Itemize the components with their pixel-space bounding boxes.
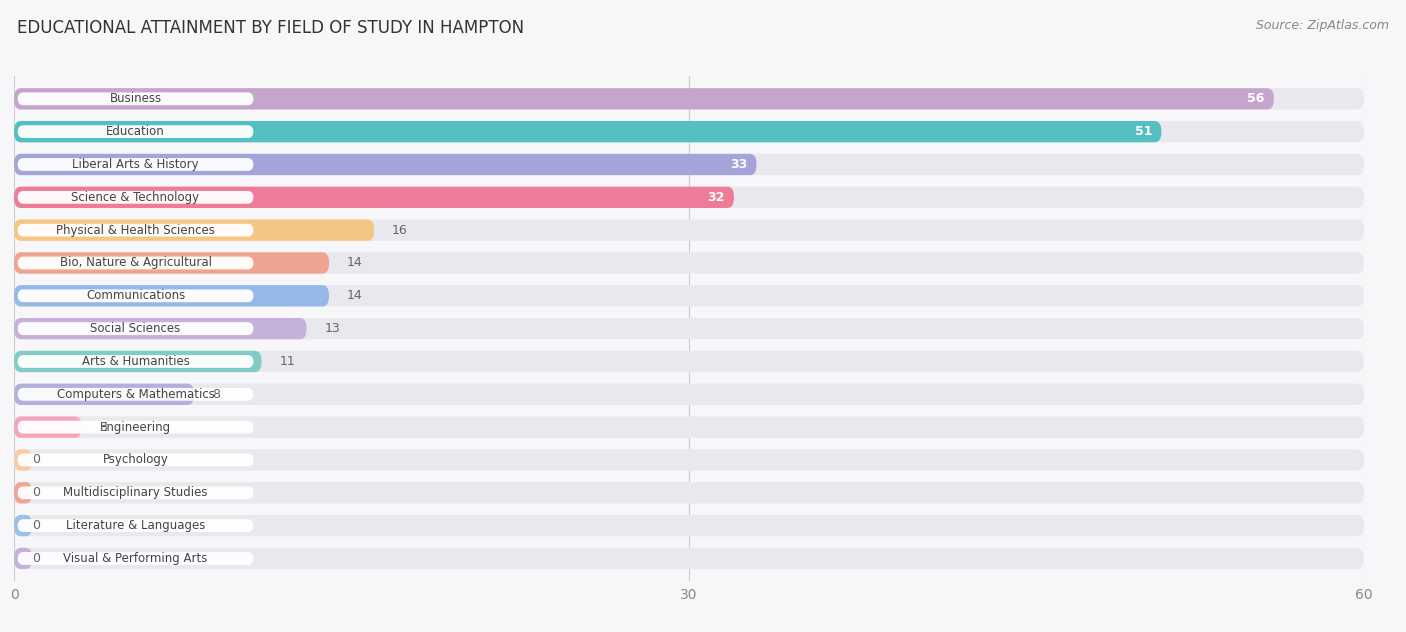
FancyBboxPatch shape [14,219,1364,241]
Text: 56: 56 [1247,92,1265,106]
FancyBboxPatch shape [14,121,1161,142]
Text: Psychology: Psychology [103,454,169,466]
Text: Multidisciplinary Studies: Multidisciplinary Studies [63,486,208,499]
FancyBboxPatch shape [14,252,1364,274]
Text: 14: 14 [347,257,363,269]
Text: Social Sciences: Social Sciences [90,322,180,335]
FancyBboxPatch shape [14,351,1364,372]
FancyBboxPatch shape [14,285,329,307]
Text: Engineering: Engineering [100,421,172,434]
Text: 8: 8 [212,388,219,401]
Text: 51: 51 [1135,125,1153,138]
Text: 16: 16 [392,224,408,236]
FancyBboxPatch shape [17,421,253,434]
FancyBboxPatch shape [17,125,253,138]
Text: Liberal Arts & History: Liberal Arts & History [72,158,198,171]
FancyBboxPatch shape [14,219,374,241]
Text: Visual & Performing Arts: Visual & Performing Arts [63,552,208,565]
Text: 0: 0 [32,486,39,499]
FancyBboxPatch shape [14,318,307,339]
FancyBboxPatch shape [17,191,253,204]
Text: Computers & Mathematics: Computers & Mathematics [56,388,215,401]
FancyBboxPatch shape [14,285,1364,307]
Text: Education: Education [107,125,165,138]
Text: 33: 33 [730,158,748,171]
FancyBboxPatch shape [14,548,1364,569]
FancyBboxPatch shape [14,416,82,438]
FancyBboxPatch shape [14,482,1364,504]
FancyBboxPatch shape [14,121,1364,142]
Text: EDUCATIONAL ATTAINMENT BY FIELD OF STUDY IN HAMPTON: EDUCATIONAL ATTAINMENT BY FIELD OF STUDY… [17,19,524,37]
Text: 14: 14 [347,289,363,302]
Text: 0: 0 [32,519,39,532]
Text: Business: Business [110,92,162,106]
FancyBboxPatch shape [14,548,32,569]
FancyBboxPatch shape [14,449,32,471]
FancyBboxPatch shape [14,384,194,405]
Text: Arts & Humanities: Arts & Humanities [82,355,190,368]
FancyBboxPatch shape [14,154,1364,175]
FancyBboxPatch shape [17,224,253,236]
Text: Science & Technology: Science & Technology [72,191,200,204]
FancyBboxPatch shape [14,88,1274,109]
FancyBboxPatch shape [14,351,262,372]
FancyBboxPatch shape [17,322,253,335]
FancyBboxPatch shape [14,515,32,537]
FancyBboxPatch shape [14,88,1364,109]
FancyBboxPatch shape [14,416,1364,438]
Text: Bio, Nature & Agricultural: Bio, Nature & Agricultural [59,257,211,269]
FancyBboxPatch shape [14,318,1364,339]
FancyBboxPatch shape [14,482,32,504]
Text: 0: 0 [32,454,39,466]
FancyBboxPatch shape [17,520,253,532]
Text: 13: 13 [325,322,340,335]
FancyBboxPatch shape [14,515,1364,537]
FancyBboxPatch shape [17,257,253,269]
FancyBboxPatch shape [14,186,734,208]
Text: Physical & Health Sciences: Physical & Health Sciences [56,224,215,236]
Text: Communications: Communications [86,289,186,302]
Text: 3: 3 [100,421,107,434]
FancyBboxPatch shape [14,449,1364,471]
FancyBboxPatch shape [17,388,253,401]
FancyBboxPatch shape [17,454,253,466]
Text: Literature & Languages: Literature & Languages [66,519,205,532]
FancyBboxPatch shape [14,154,756,175]
Text: Source: ZipAtlas.com: Source: ZipAtlas.com [1256,19,1389,32]
FancyBboxPatch shape [14,384,1364,405]
Text: 32: 32 [707,191,725,204]
FancyBboxPatch shape [17,158,253,171]
FancyBboxPatch shape [14,252,329,274]
Text: 11: 11 [280,355,295,368]
FancyBboxPatch shape [17,355,253,368]
FancyBboxPatch shape [17,552,253,565]
FancyBboxPatch shape [14,186,1364,208]
FancyBboxPatch shape [17,289,253,302]
FancyBboxPatch shape [17,92,253,105]
FancyBboxPatch shape [17,487,253,499]
Text: 0: 0 [32,552,39,565]
